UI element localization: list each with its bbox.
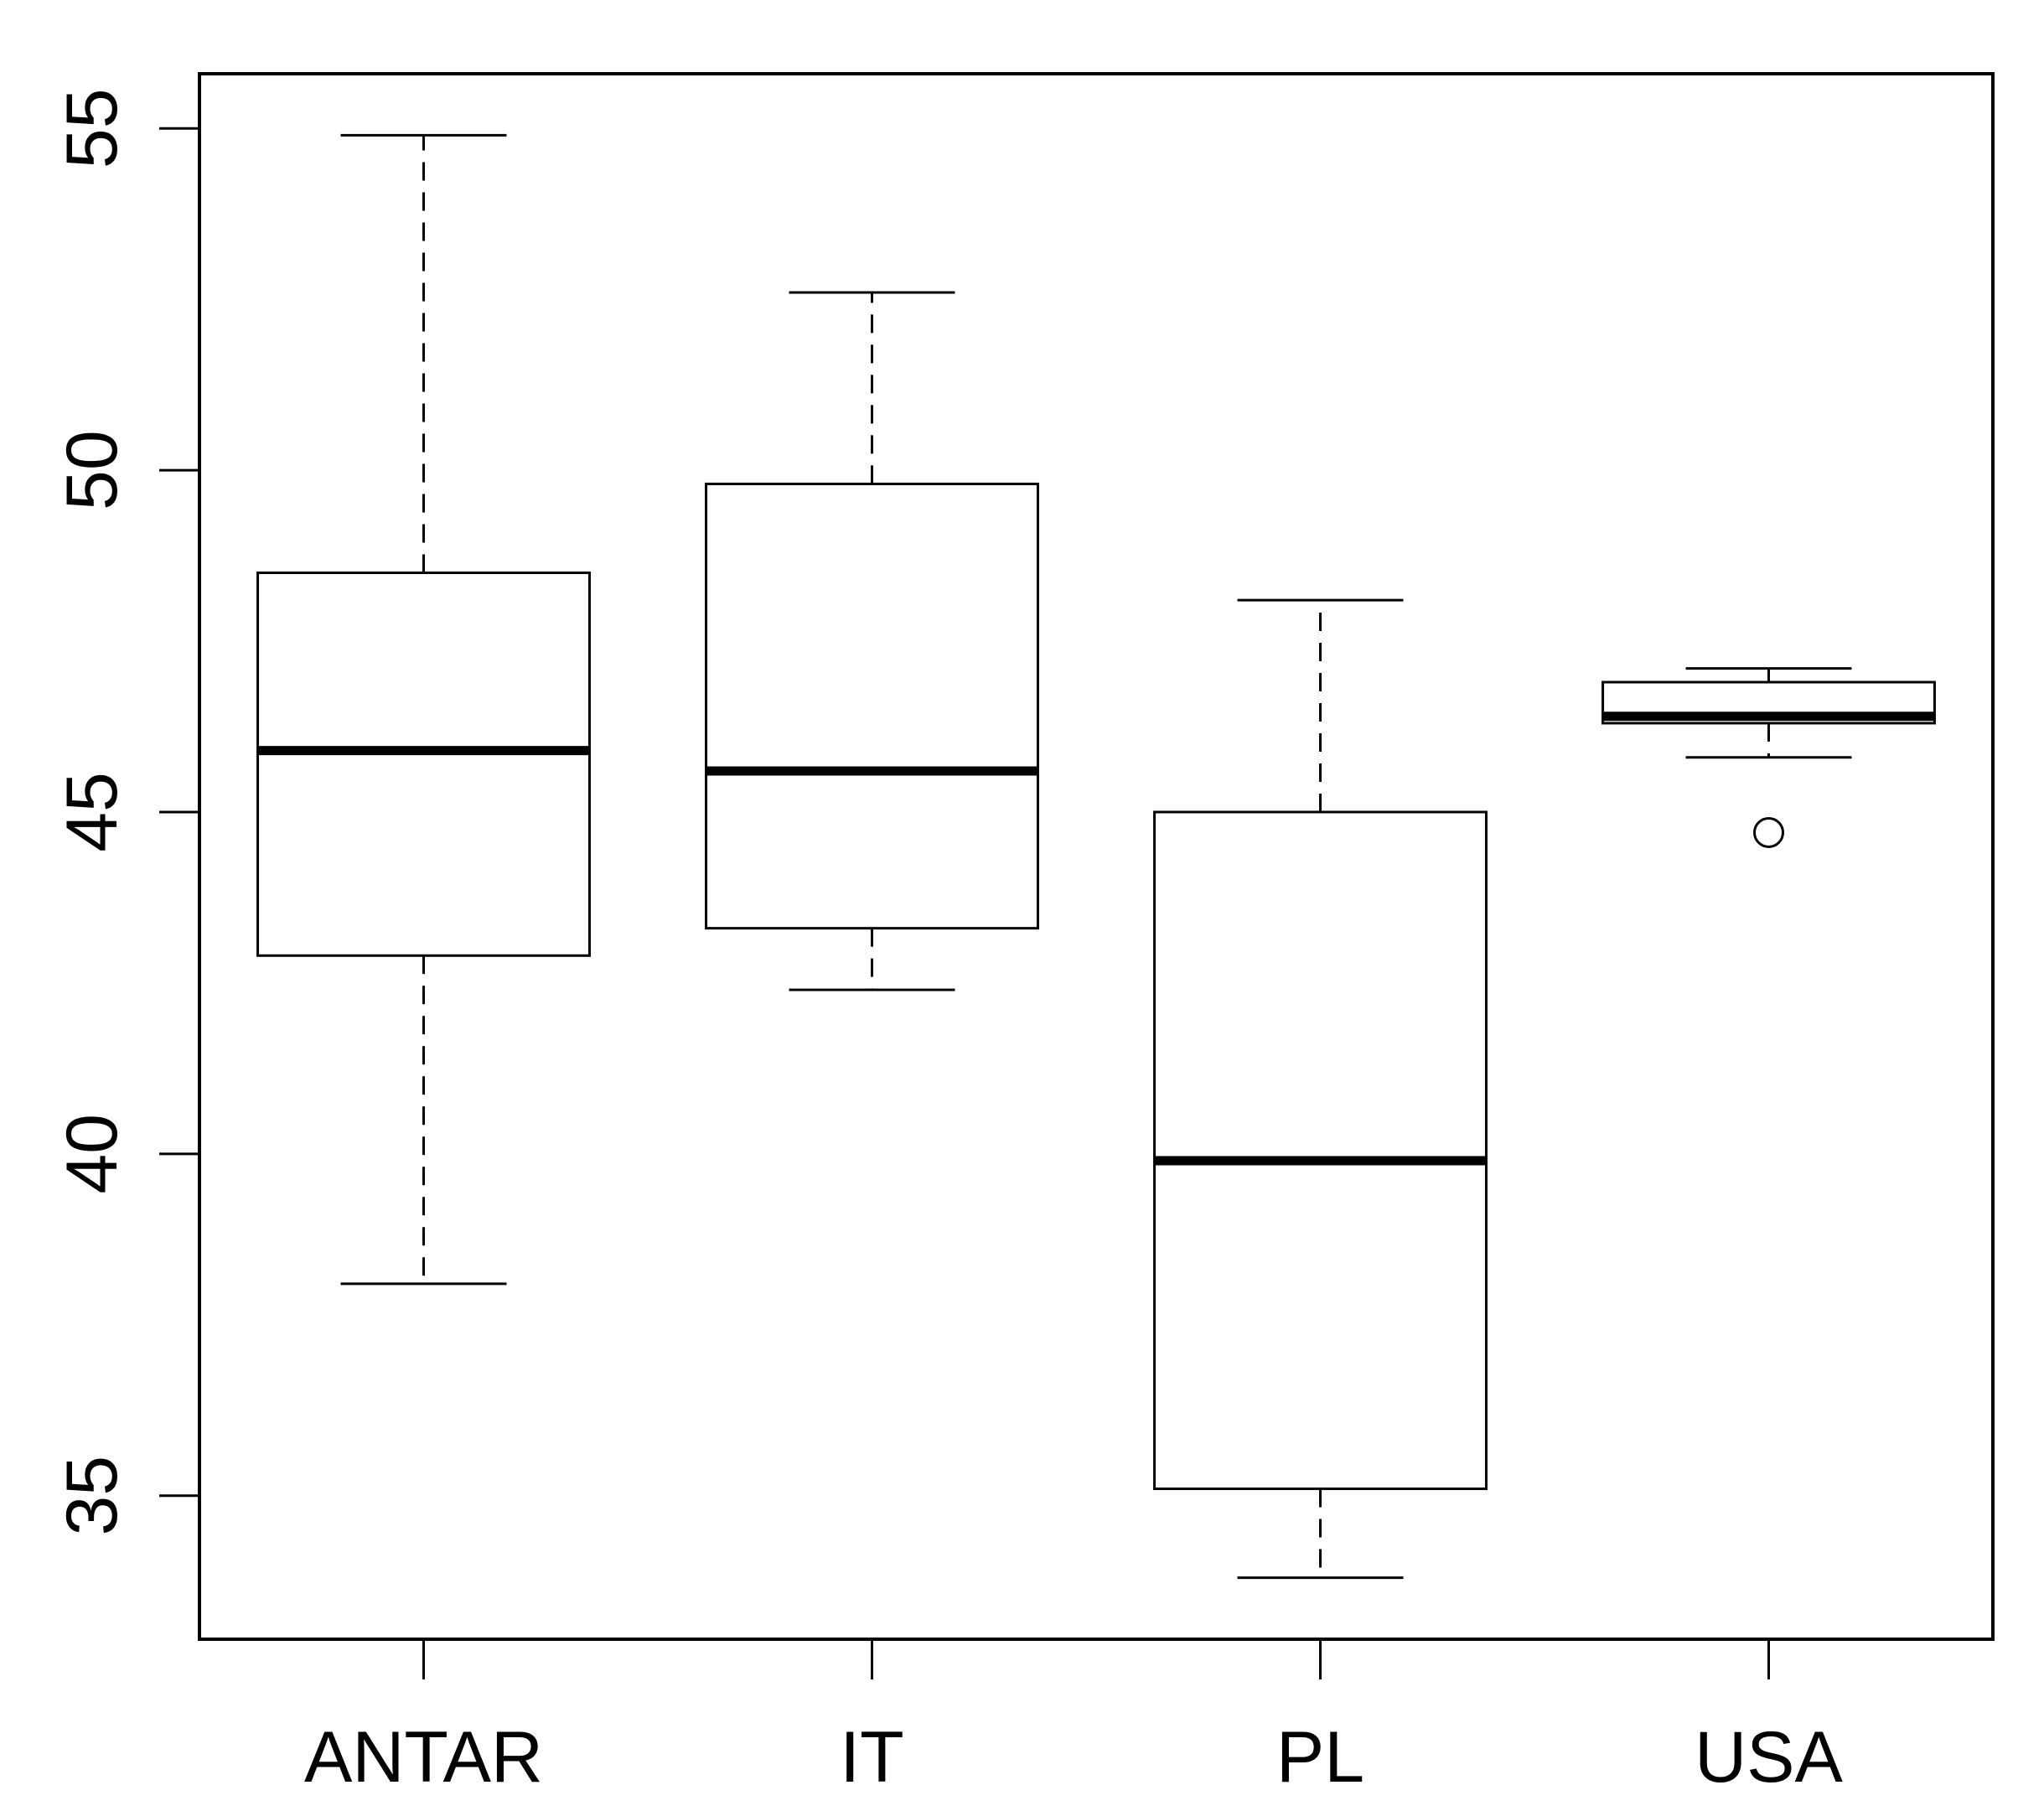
box-iqr [1153,810,1488,1491]
box-group-usa [1602,667,1936,848]
y-tick-label: 45 [52,772,132,852]
boxes-layer [256,133,1936,1580]
x-tick-label: ANTAR [304,1717,543,1798]
box-iqr [256,571,591,957]
box-group-antar [256,133,591,1286]
x-axis: ANTAR IT PL USA [304,1638,1844,1798]
y-tick-label: 40 [52,1114,132,1194]
x-tick-label: USA [1695,1717,1843,1798]
y-axis: 35 40 45 50 55 [52,88,201,1536]
y-tick-label: 55 [52,88,132,168]
y-tick-label: 50 [52,430,132,510]
box-iqr [705,482,1039,930]
x-tick-label: PL [1276,1717,1364,1798]
box-group-it [705,291,1039,991]
y-tick-label: 35 [52,1456,132,1536]
box-group-pl [1153,598,1488,1580]
outlier-point [1753,816,1784,848]
x-tick-label: IT [840,1717,903,1798]
